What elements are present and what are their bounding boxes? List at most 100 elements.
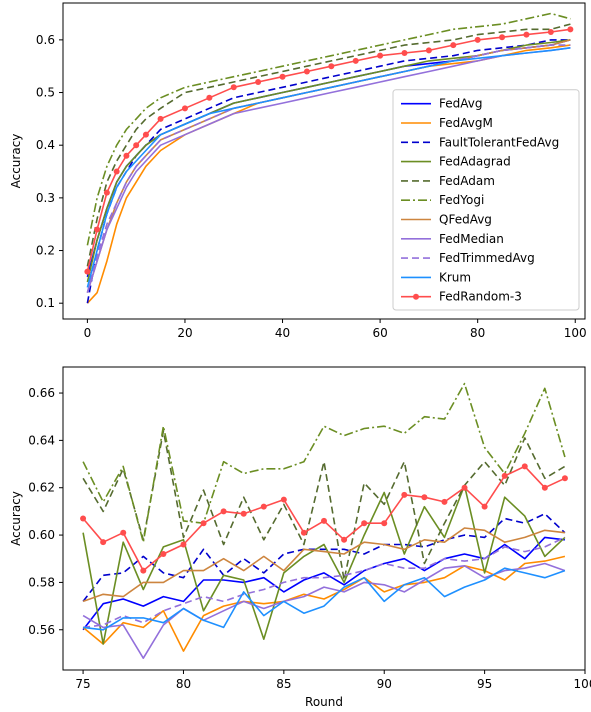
data-point-fedrandom-3 <box>425 47 432 54</box>
data-point-fedrandom-3 <box>361 520 368 527</box>
data-point-fedrandom-3 <box>120 529 127 536</box>
x-tick-label: 90 <box>377 677 392 691</box>
data-point-fedrandom-3 <box>160 551 167 558</box>
data-point-fedrandom-3 <box>133 142 140 149</box>
data-point-fedrandom-3 <box>541 484 548 491</box>
data-point-fedrandom-3 <box>567 26 574 33</box>
x-tick-label: 40 <box>275 326 290 340</box>
series-line-fedyogi <box>82 382 566 544</box>
legend-label-fedadagrad: FedAdagrad <box>439 155 511 169</box>
data-point-fedrandom-3 <box>501 472 508 479</box>
data-point-fedrandom-3 <box>100 539 107 546</box>
x-tick-label: 100 <box>574 677 591 691</box>
y-tick-label: 0.2 <box>36 244 55 258</box>
series-line-krum <box>86 47 571 288</box>
plot-frame <box>62 2 586 320</box>
series-line-fedmedian <box>82 562 566 660</box>
data-point-fedrandom-3 <box>80 515 87 522</box>
series-line-fedtrimmedavg <box>83 536 566 629</box>
data-point-fedrandom-3 <box>279 73 286 80</box>
y-tick-label: 0.6 <box>36 33 55 47</box>
y-tick-label: 0.58 <box>28 575 55 589</box>
y-tick-label: 0.64 <box>28 433 55 447</box>
data-point-fedrandom-3 <box>200 520 207 527</box>
x-tick-label: 85 <box>276 677 291 691</box>
data-point-fedrandom-3 <box>280 496 287 503</box>
data-point-fedrandom-3 <box>84 268 91 275</box>
legend-label-krum: Krum <box>439 270 471 284</box>
data-point-fedrandom-3 <box>521 463 528 470</box>
chart-2: 75 80 85 90 95 100 0.56 0.58 0.60 0.62 0.64 0.66 Acc… <box>9 366 591 709</box>
series-line-fedyogi <box>86 12 571 246</box>
data-point-fedrandom-3 <box>461 484 468 491</box>
y-tick-label: 0.1 <box>36 296 55 310</box>
y-tick-label: 0.5 <box>36 86 55 100</box>
x-tick-label: 60 <box>372 326 387 340</box>
data-point-fedrandom-3 <box>547 28 554 35</box>
series-line-fedadam <box>86 23 571 267</box>
x-tick-label: 0 <box>84 326 92 340</box>
data-point-fedrandom-3 <box>523 31 530 38</box>
series-line-faulttolerantfedavg <box>82 512 566 602</box>
data-point-fedrandom-3 <box>142 131 149 138</box>
data-point-fedrandom-3 <box>561 475 568 482</box>
y-axis-label: Accuracy <box>9 491 23 546</box>
legend-box <box>392 89 580 311</box>
y-axis-label: Accuracy <box>9 134 23 189</box>
x-tick-label: 100 <box>564 326 587 340</box>
legend-label-fedrandom-3: FedRandom-3 <box>439 290 522 304</box>
series-line-fedadagrad <box>82 484 566 645</box>
x-tick-label: 80 <box>470 326 485 340</box>
series-group <box>84 12 574 304</box>
series-line-qfedavg <box>82 527 565 603</box>
legend-label-fedavgm: FedAvgM <box>439 116 493 130</box>
data-point-fedrandom-3 <box>103 189 110 196</box>
chart-1: 0 20 40 60 80 100 0.1 0.2 0.3 0.4 0.5 0.6 Accuracy Fe… <box>9 2 587 340</box>
y-tick-label: 0.62 <box>28 481 55 495</box>
data-point-fedrandom-3 <box>377 52 384 59</box>
data-point-fedrandom-3 <box>240 510 247 517</box>
legend-label-qfedavg: QFedAvg <box>439 213 492 227</box>
x-tick-label: 95 <box>477 677 492 691</box>
x-tick-label: 80 <box>176 677 191 691</box>
legend: FedAvg FedAvgM FaultTolerantFedAvg FedAdagr… <box>392 89 580 311</box>
legend-label-fedadam: FedAdam <box>439 174 495 188</box>
plot-frame <box>62 366 586 671</box>
data-point-fedrandom-3 <box>341 536 348 543</box>
y-tick-label: 0.4 <box>36 138 55 152</box>
data-point-fedrandom-3 <box>180 541 187 548</box>
x-tick-label: 20 <box>177 326 192 340</box>
data-point-fedrandom-3 <box>474 36 481 43</box>
data-point-fedrandom-3 <box>255 79 262 85</box>
data-point-fedrandom-3 <box>140 567 147 574</box>
data-point-fedrandom-3 <box>401 491 408 498</box>
data-point-fedrandom-3 <box>381 520 388 527</box>
data-point-fedrandom-3 <box>352 57 359 64</box>
data-point-fedrandom-3 <box>157 115 164 122</box>
data-point-fedrandom-3 <box>450 42 457 49</box>
legend-label-fedavg: FedAvg <box>439 97 482 111</box>
legend-label-faulttolerantfedavg: FaultTolerantFedAvg <box>439 135 559 149</box>
data-point-fedrandom-3 <box>230 84 237 91</box>
data-point-fedrandom-3 <box>300 529 307 536</box>
data-point-fedrandom-3 <box>260 503 267 510</box>
data-point-fedrandom-3 <box>206 94 213 101</box>
data-point-fedrandom-3 <box>113 168 120 175</box>
data-point-fedrandom-3 <box>401 50 408 57</box>
data-point-fedrandom-3 <box>328 63 335 70</box>
y-tick-label: 0.60 <box>28 528 55 542</box>
data-point-fedrandom-3 <box>123 152 130 159</box>
data-point-fedrandom-3 <box>499 34 506 41</box>
series-line-fedmedian <box>86 47 571 293</box>
data-point-fedrandom-3 <box>481 503 488 510</box>
data-point-fedrandom-3 <box>421 494 428 501</box>
y-tick-label: 0.3 <box>36 191 55 205</box>
x-axis-label: Round <box>305 695 343 709</box>
data-point-fedrandom-3 <box>181 105 188 112</box>
data-point-fedrandom-3 <box>220 508 227 515</box>
legend-marker-fedrandom-3 <box>413 293 419 300</box>
data-point-fedrandom-3 <box>94 226 101 233</box>
legend-label-fedmedian: FedMedian <box>439 232 504 246</box>
y-tick-label: 0.56 <box>28 623 55 637</box>
